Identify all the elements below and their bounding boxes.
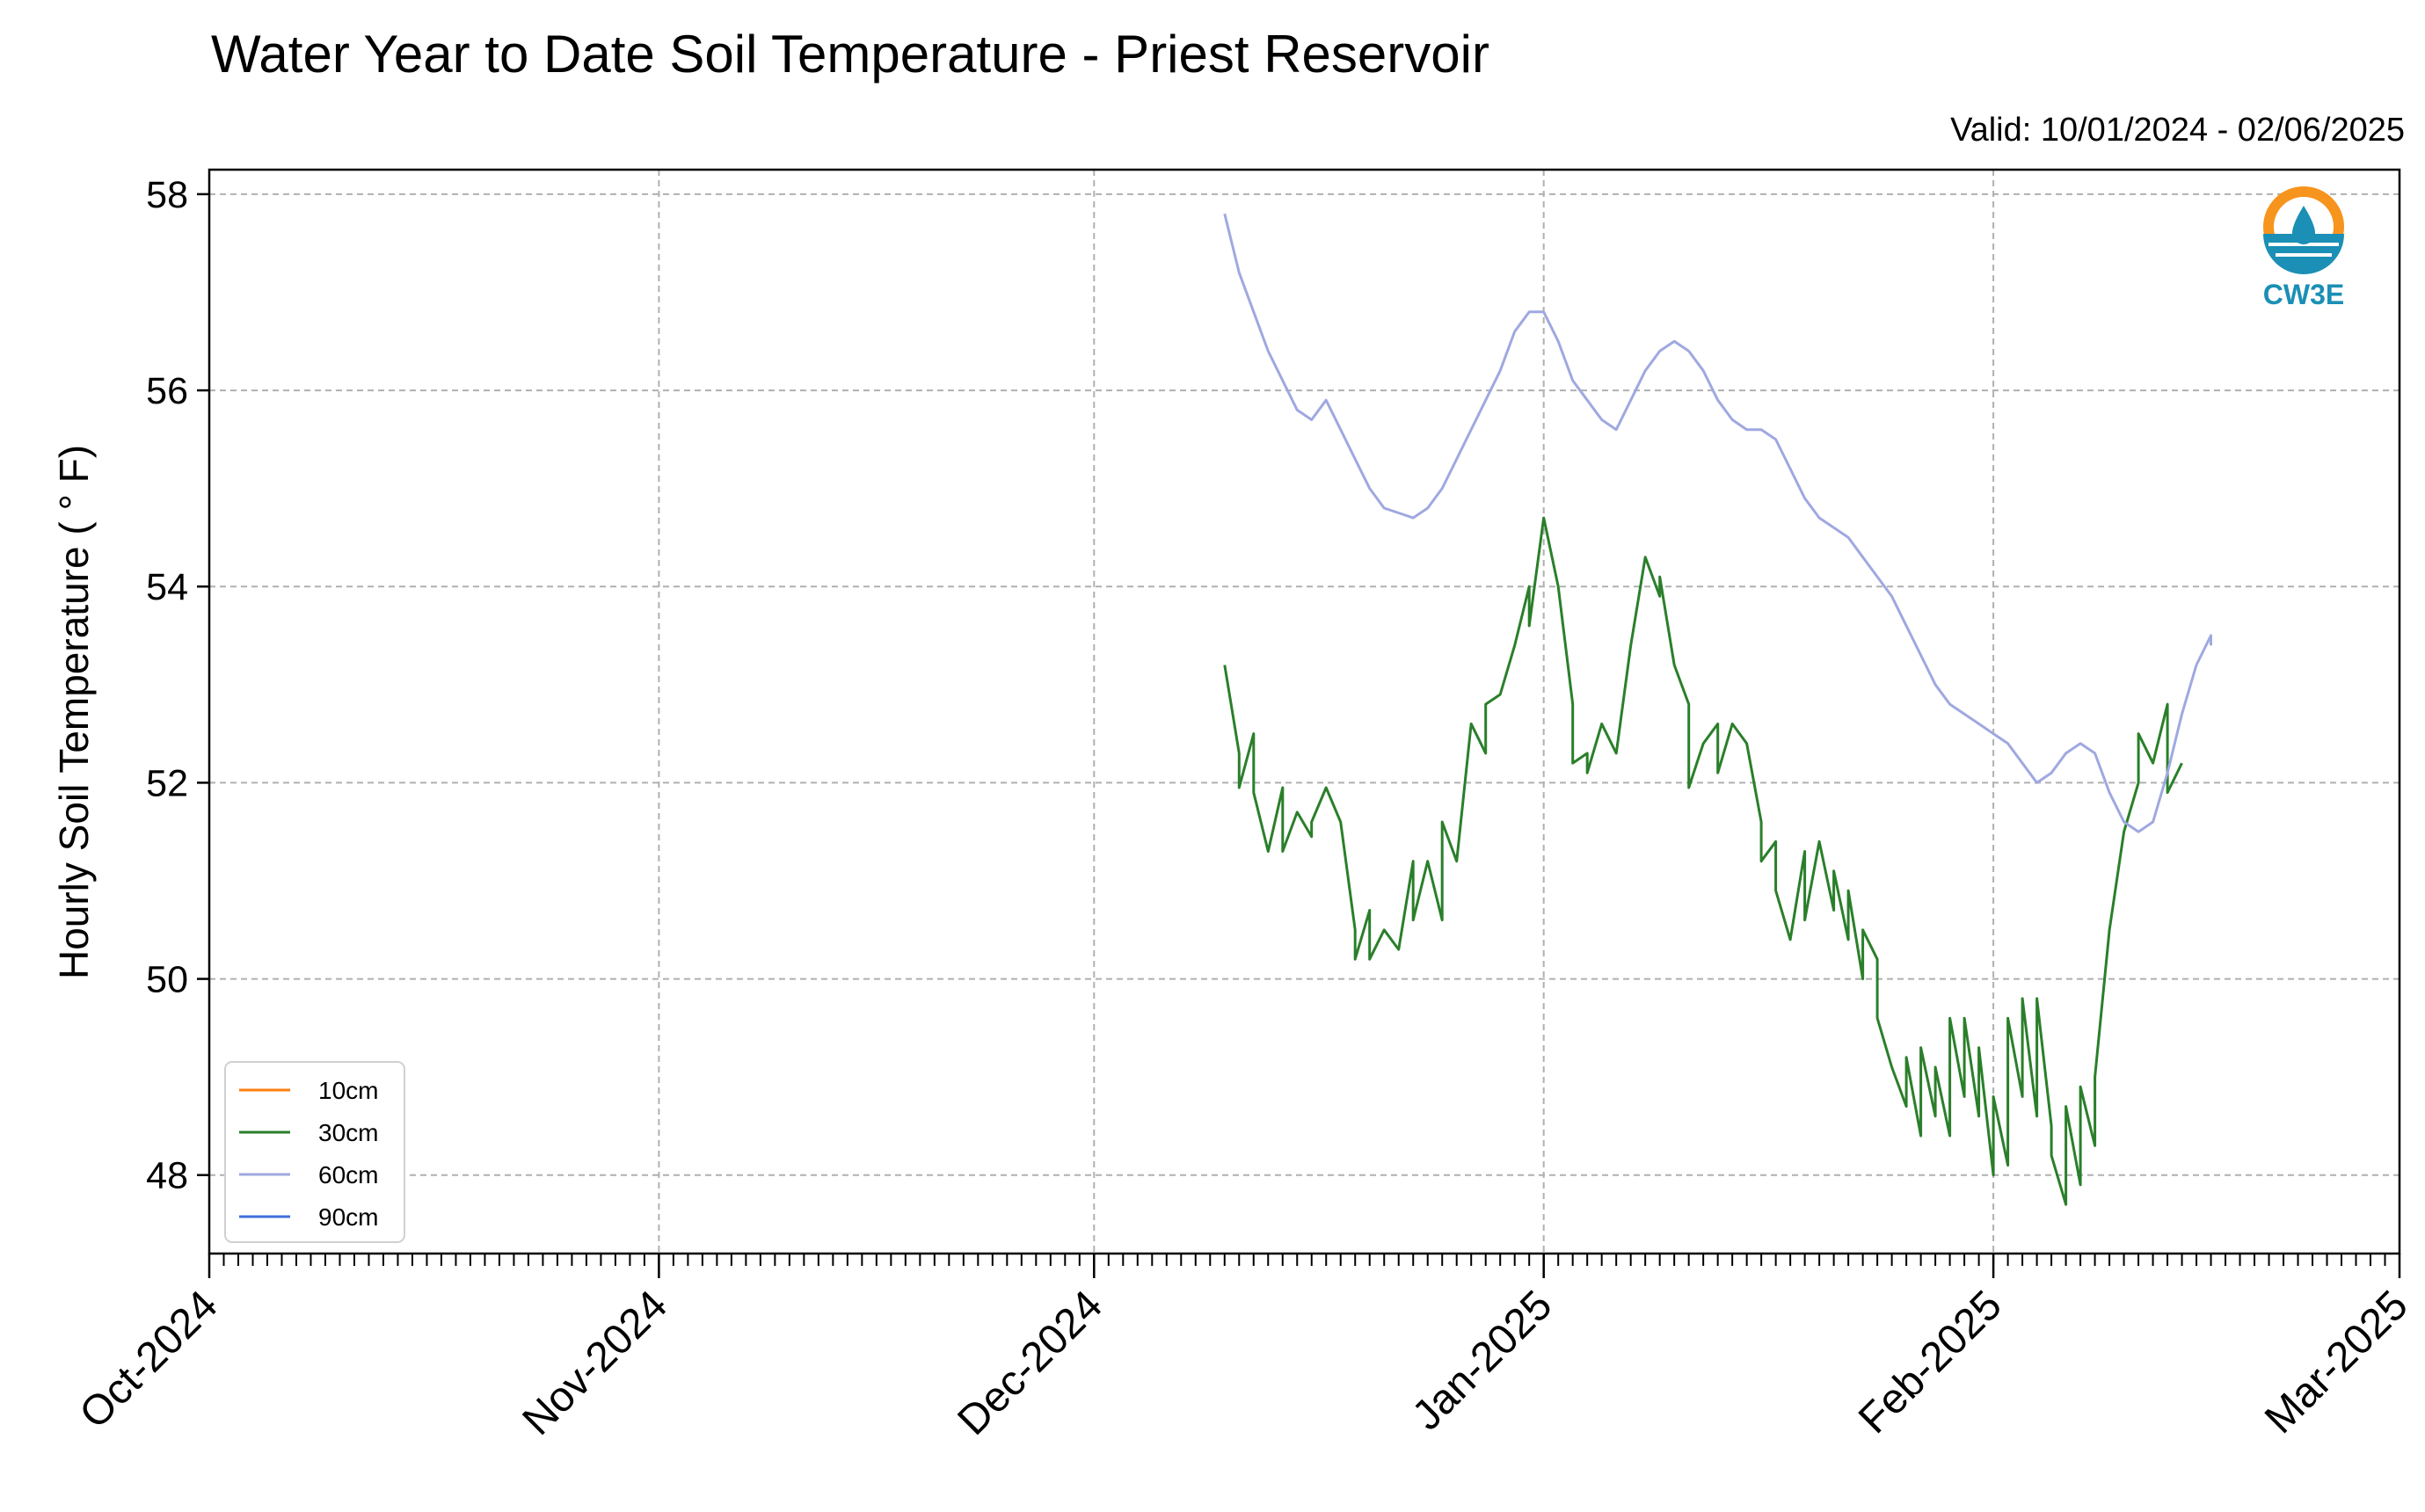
legend-label-60cm: 60cm: [318, 1161, 378, 1189]
y-tick-label: 50: [146, 959, 188, 1001]
logo-text: CW3E: [2263, 279, 2344, 310]
plot-frame: [208, 168, 2401, 1255]
legend-label-10cm: 10cm: [318, 1077, 378, 1104]
chart-subtitle: Valid: 10/01/2024 - 02/06/2025: [1950, 112, 2405, 149]
y-tick-label: 54: [146, 566, 188, 608]
y-axis: 48 50 52 54 56 58: [146, 174, 209, 1197]
legend-box: [224, 1061, 405, 1243]
y-tick-label: 56: [146, 370, 188, 412]
series-line-60cm: [1223, 213, 2212, 833]
chart-title: Water Year to Date Soil Temperature - Pr…: [211, 25, 1489, 84]
y-tick-label: 48: [146, 1155, 188, 1197]
x-tick-label: Feb-2025: [1850, 1282, 2011, 1443]
grid-lines: [208, 170, 2400, 1254]
x-tick-label: Mar-2025: [2256, 1282, 2417, 1443]
cw3e-logo: CW3E: [2263, 186, 2344, 310]
y-axis-label: Hourly Soil Temperature ( ° F): [51, 445, 97, 979]
y-tick-label: 52: [146, 762, 188, 804]
legend-label-30cm: 30cm: [318, 1119, 378, 1146]
x-tick-label: Dec-2024: [949, 1282, 1111, 1444]
x-tick-label: Jan-2025: [1403, 1282, 1561, 1439]
x-tick-label: Oct-2024: [71, 1282, 227, 1437]
legend-label-90cm: 90cm: [318, 1203, 378, 1231]
water-drop-icon: [2292, 206, 2315, 244]
x-tick-label: Nov-2024: [514, 1282, 677, 1444]
y-tick-label: 58: [146, 174, 188, 216]
series-lines: [1223, 213, 2212, 1206]
series-line-30cm: [1223, 516, 2183, 1206]
legend: 10cm 30cm 60cm 90cm: [224, 1061, 405, 1243]
x-axis: Oct-2024 Nov-2024 Dec-2024 Jan-2025 Feb-2025…: [71, 1254, 2417, 1444]
